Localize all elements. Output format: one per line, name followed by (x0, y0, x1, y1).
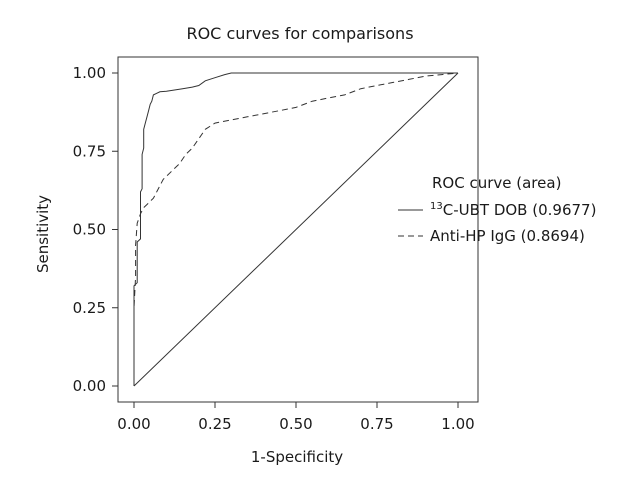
y-axis-ticks: 0.00 0.25 0.50 0.75 1.00 (73, 64, 118, 395)
legend-title: ROC curve (area) (432, 174, 561, 192)
x-axis-ticks: 0.00 0.25 0.50 0.75 1.00 (117, 402, 475, 433)
series-anti-hp-igg-line (133, 72, 459, 386)
y-tick-label: 0.50 (73, 221, 106, 239)
reference-diagonal-line (133, 72, 459, 387)
x-tick-label: 0.00 (117, 415, 150, 433)
x-tick-label: 0.75 (360, 415, 393, 433)
x-tick-label: 0.25 (198, 415, 231, 433)
legend-superscript: 13 (430, 201, 443, 212)
y-tick-label: 0.00 (73, 377, 106, 395)
y-tick-label: 0.25 (73, 299, 106, 317)
legend-label-13c-ubt: 13C-UBT DOB (0.9677) (430, 201, 596, 219)
x-tick-label: 1.00 (441, 415, 474, 433)
legend: ROC curve (area) 13C-UBT DOB (0.9677) An… (398, 174, 596, 245)
legend-label-rest: C-UBT DOB (0.9677) (443, 201, 597, 219)
y-tick-label: 0.75 (73, 142, 106, 160)
series-13c-ubt-dob-line (133, 72, 458, 386)
x-axis-label: 1-Specificity (251, 448, 343, 466)
y-axis-label: Sensitivity (34, 195, 52, 273)
legend-label-anti-hp: Anti-HP IgG (0.8694) (430, 227, 585, 245)
y-tick-label: 1.00 (73, 64, 106, 82)
series-layer (133, 72, 459, 387)
x-tick-label: 0.50 (279, 415, 312, 433)
chart-title: ROC curves for comparisons (186, 24, 413, 43)
plot-frame (117, 56, 479, 403)
